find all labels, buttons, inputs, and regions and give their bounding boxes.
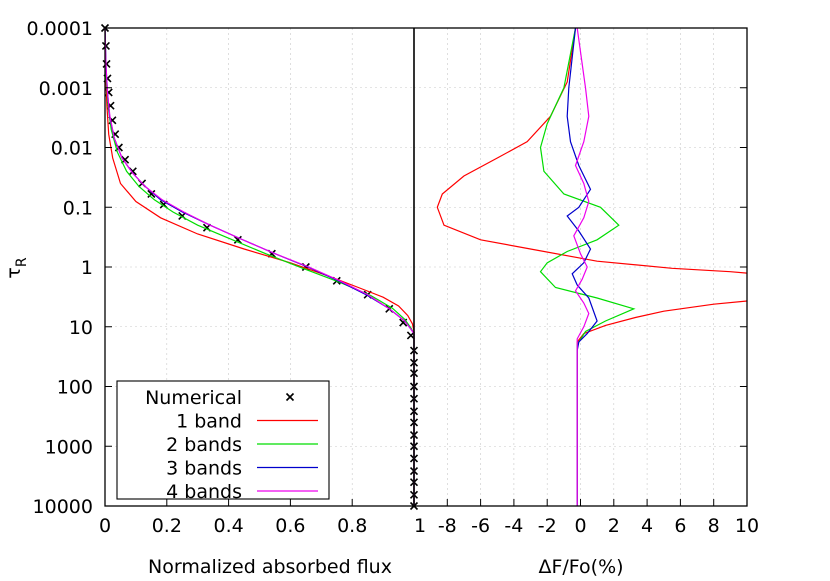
right-x-tick-label: -2 <box>538 515 557 537</box>
legend-label-2-bands: 2 bands <box>166 434 242 456</box>
numerical-point <box>233 235 242 244</box>
legend-label-4-bands: 4 bands <box>166 481 242 503</box>
right-grid <box>414 27 747 507</box>
right-series-3-bands <box>566 28 598 506</box>
y-tick-label: 0.0001 <box>27 18 93 40</box>
y-tick-label: 10000 <box>33 496 93 518</box>
legend-label-1-band: 1 band <box>176 411 242 433</box>
right-x-tick-label: 4 <box>641 515 653 537</box>
left-x-tick-label: 1 <box>414 515 426 537</box>
left-x-tick-label: 0.8 <box>337 515 367 537</box>
legend-swatch-numerical <box>285 392 295 402</box>
right-series-4-bands <box>573 28 590 506</box>
left-x-tick-label: 0.6 <box>275 515 305 537</box>
legend-label-numerical: Numerical <box>145 387 242 409</box>
y-tick-label: 0.001 <box>39 78 93 100</box>
y-tick-label: 0.01 <box>51 138 93 160</box>
left-x-tick-label: 0.2 <box>152 515 182 537</box>
svg-text:τR: τR <box>3 257 30 278</box>
legend-label-3-bands: 3 bands <box>166 458 242 480</box>
right-x-tick-label: 6 <box>674 515 686 537</box>
right-x-tick-label: 10 <box>735 515 759 537</box>
left-x-tick-label: 0 <box>99 515 111 537</box>
numerical-point <box>128 167 137 176</box>
left-series-4-bands <box>104 27 415 506</box>
right-x-tick-label: 8 <box>708 515 720 537</box>
y-axis-title: τR <box>3 257 30 278</box>
right-x-tick-label: -8 <box>438 515 457 537</box>
left-x-tick-label: 0.4 <box>213 515 243 537</box>
y-tick-label: 1000 <box>45 436 93 458</box>
left-series-2-bands <box>104 27 415 506</box>
numerical-point <box>147 189 156 199</box>
right-x-tick-label: 2 <box>608 515 620 537</box>
y-axis-title-sub: R <box>14 257 30 267</box>
right-series-1-band <box>436 28 747 274</box>
right-x-tick-label: -4 <box>504 515 523 537</box>
y-axis-title-main: τ <box>3 267 25 278</box>
right-x-tick-label: -6 <box>471 515 490 537</box>
y-tick-label: 10 <box>69 317 93 339</box>
y-tick-label: 0.1 <box>63 197 93 219</box>
numerical-point <box>102 59 111 69</box>
right-x-tick-label: 0 <box>574 515 586 537</box>
y-tick-label: 100 <box>57 377 93 399</box>
right-series-group <box>436 28 747 506</box>
right-series-1-band-b <box>576 300 747 506</box>
y-tick-label: 1 <box>81 257 93 279</box>
right-series-clip <box>436 28 747 506</box>
right-x-axis-title: ΔF/Fo(%) <box>538 556 623 578</box>
right-series-2-bands <box>539 28 636 506</box>
legend-box <box>116 380 330 500</box>
left-series-1-band <box>104 27 415 506</box>
left-x-axis-title: Normalized absorbed flux <box>148 556 392 578</box>
